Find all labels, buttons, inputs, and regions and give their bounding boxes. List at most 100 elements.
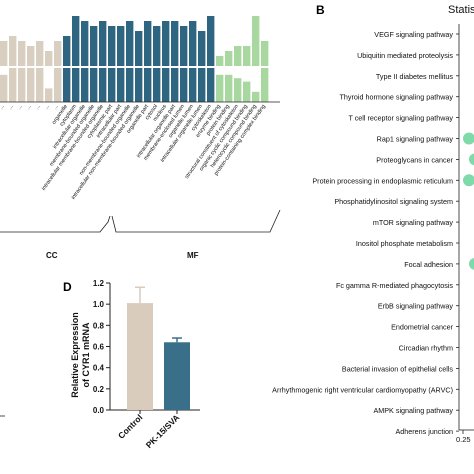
go-enrichment-chart: .................. ...organellecytoplasmi… bbox=[0, 16, 281, 260]
y-axis-title-line1: Relative Expression bbox=[70, 312, 80, 398]
go-upper-bar bbox=[0, 41, 8, 66]
go-lower-bar bbox=[180, 68, 188, 102]
go-lower-bar bbox=[9, 68, 17, 102]
go-upper-bar bbox=[225, 51, 233, 66]
go-lower-bar bbox=[99, 68, 107, 102]
pathway-label: Protein processing in endoplasmic reticu… bbox=[312, 176, 453, 185]
go-lower-bar bbox=[198, 68, 206, 102]
pathway-label: mTOR signaling pathway bbox=[373, 218, 454, 227]
go-tick-label: ... bbox=[53, 103, 61, 111]
pathway-ticks bbox=[456, 33, 459, 432]
go-lower-bar bbox=[144, 68, 152, 102]
pathway-label: Fc gamma R-mediated phagocytosis bbox=[336, 281, 453, 290]
go-upper-bar bbox=[45, 51, 53, 66]
pathway-label: Endometrial cancer bbox=[391, 323, 454, 332]
go-lower-bar bbox=[108, 68, 116, 102]
go-upper-bar bbox=[216, 56, 224, 66]
x-category-label: PK-15/SVA bbox=[144, 412, 182, 450]
go-upper-bar bbox=[135, 31, 143, 66]
y-tick-label: 0.8 bbox=[93, 321, 105, 330]
go-upper-bar bbox=[90, 26, 98, 66]
expression-bar bbox=[127, 303, 153, 410]
go-tick-labels: .................. ...organellecytoplasmi… bbox=[0, 103, 267, 201]
go-upper-bar bbox=[72, 16, 80, 66]
go-tick-label: ... bbox=[44, 103, 52, 111]
pathway-label: VEGF signaling pathway bbox=[374, 30, 453, 39]
pathway-dot bbox=[463, 174, 474, 187]
go-lower-bar bbox=[207, 68, 215, 102]
go-upper-bar bbox=[171, 21, 179, 66]
go-lower-bar bbox=[135, 68, 143, 102]
y-axis-title-line2: of CYR1 mRNA bbox=[81, 322, 91, 388]
y-tick-label: 0.0 bbox=[93, 406, 105, 415]
go-tick-label: ... bbox=[26, 103, 34, 111]
cyr1-bar-chart: D Relative Expression of CYR1 mRNA 0.0 0.… bbox=[63, 279, 200, 450]
cc-bracket bbox=[0, 215, 111, 233]
go-lower-bar bbox=[153, 68, 161, 102]
go-lower-bars bbox=[0, 68, 269, 102]
x-tick-label: 0.25 bbox=[456, 435, 471, 444]
y-tick-label: 1.2 bbox=[93, 279, 105, 288]
go-lower-bar bbox=[243, 81, 251, 102]
pathway-label: Focal adhesion bbox=[404, 260, 453, 269]
go-upper-bar bbox=[99, 21, 107, 66]
go-upper-bar bbox=[261, 41, 269, 66]
go-upper-bar bbox=[189, 21, 197, 66]
go-upper-bar bbox=[9, 36, 17, 66]
pathway-label: Inositol phosphate metabolism bbox=[356, 239, 453, 248]
y-ticks: 0.0 0.2 0.4 0.6 0.8 1.0 1.2 bbox=[93, 279, 110, 415]
pathway-dot bbox=[463, 132, 474, 145]
pathway-label: Thyroid hormone signaling pathway bbox=[340, 93, 454, 102]
pathway-labels: VEGF signaling pathway Ubiquitin mediated… bbox=[272, 30, 453, 436]
go-upper-bar bbox=[243, 46, 251, 66]
pathway-label: ErbB signaling pathway bbox=[378, 302, 454, 311]
go-upper-bar bbox=[18, 41, 26, 66]
go-lower-bar bbox=[27, 68, 35, 102]
panel-label-d: D bbox=[63, 280, 72, 294]
go-upper-bar bbox=[81, 21, 89, 66]
go-lower-bar bbox=[36, 68, 44, 102]
go-upper-bar bbox=[180, 26, 188, 66]
pathway-label: Arrhythmogenic right ventricular cardiom… bbox=[272, 385, 453, 394]
pathway-label: Proteoglycans in cancer bbox=[376, 155, 453, 164]
go-upper-bar bbox=[117, 26, 125, 66]
go-tick-label: ... bbox=[8, 103, 16, 111]
go-upper-bar bbox=[144, 21, 152, 66]
go-upper-bar bbox=[54, 41, 62, 66]
go-lower-bar bbox=[162, 68, 170, 102]
pathway-label: Type II diabetes mellitus bbox=[376, 72, 454, 81]
go-lower-bar bbox=[171, 68, 179, 102]
go-upper-bar bbox=[207, 16, 215, 66]
pathway-label: Bacterial invasion of epithelial cells bbox=[342, 364, 453, 373]
group-label-mf: MF bbox=[187, 251, 199, 260]
go-lower-bar bbox=[225, 74, 233, 102]
panel-label-b: B bbox=[316, 3, 325, 17]
go-upper-bar bbox=[36, 41, 44, 66]
go-lower-bar bbox=[18, 68, 26, 102]
pathway-dot bbox=[469, 153, 474, 166]
x-category-labels: Control PK-15/SVA bbox=[116, 410, 181, 450]
expression-bars bbox=[127, 286, 190, 410]
go-tick-label: ... bbox=[17, 103, 25, 111]
group-label-cc: CC bbox=[46, 251, 58, 260]
y-tick-label: 0.6 bbox=[93, 343, 105, 352]
go-lower-bar bbox=[90, 68, 98, 102]
pathway-label: Adherens junction bbox=[395, 427, 453, 436]
go-upper-bar bbox=[63, 36, 71, 66]
y-tick-label: 0.4 bbox=[93, 364, 105, 373]
go-lower-bar bbox=[117, 68, 125, 102]
go-lower-bar bbox=[54, 68, 62, 102]
pathway-label: Circadian rhythm bbox=[399, 344, 453, 353]
go-tick-label: ... bbox=[35, 103, 43, 111]
go-lower-bar bbox=[234, 78, 242, 102]
go-upper-bar bbox=[234, 46, 242, 66]
go-upper-bar bbox=[252, 16, 260, 66]
go-upper-bar bbox=[162, 21, 170, 66]
go-tick-label: ... bbox=[0, 103, 6, 111]
pathway-label: Phosphatidylinositol signaling system bbox=[334, 197, 453, 206]
go-lower-bar bbox=[0, 74, 8, 102]
go-lower-bar bbox=[63, 68, 71, 102]
chart-title: Statis bbox=[448, 4, 474, 16]
go-lower-bar bbox=[126, 68, 134, 102]
go-upper-bar bbox=[126, 21, 134, 66]
